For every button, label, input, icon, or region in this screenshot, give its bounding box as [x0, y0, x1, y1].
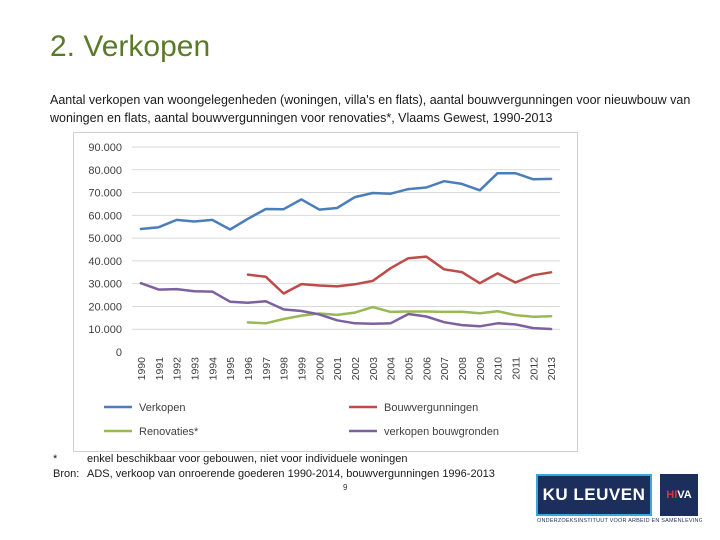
y-tick-label: 30.000	[88, 279, 122, 291]
y-tick-label: 80.000	[88, 165, 122, 177]
x-tick-label: 1997	[261, 357, 273, 381]
x-tick-label: 2004	[386, 357, 398, 381]
x-tick-label: 2008	[457, 357, 469, 381]
x-tick-label: 2011	[510, 357, 522, 380]
hiva-logo-suffix: VA	[677, 489, 692, 501]
y-tick-label: 60.000	[88, 210, 122, 222]
logo-subtext: ONDERZOEKSINSTITUUT VOOR ARBEID EN SAMEN…	[537, 518, 702, 524]
x-tick-label: 1998	[279, 357, 291, 381]
x-tick-label: 2003	[368, 357, 380, 381]
chart-notes: * enkel beschikbaar voor gebouwen, niet v…	[53, 452, 495, 482]
x-tick-label: 2012	[528, 357, 540, 381]
series-line-bouwvergunningen	[246, 255, 553, 295]
y-tick-label: 0	[116, 347, 122, 359]
x-tick-label: 2000	[314, 357, 326, 381]
hiva-logo-prefix: HI	[666, 489, 678, 501]
source-label: Bron:	[53, 468, 80, 480]
page-number: 9	[343, 483, 348, 492]
slide-title: 2. Verkopen	[50, 30, 211, 63]
y-tick-label: 70.000	[88, 188, 122, 200]
x-tick-label: 1994	[207, 357, 219, 381]
x-tick-label: 2001	[332, 357, 344, 381]
y-tick-label: 50.000	[88, 233, 122, 245]
footnote-marker: *	[53, 453, 58, 465]
series-line-verkopen-bouwgronden	[139, 281, 553, 331]
x-tick-label: 1993	[189, 357, 201, 381]
x-tick-label: 2010	[493, 357, 505, 381]
footnote-text: enkel beschikbaar voor gebouwen, niet vo…	[87, 453, 408, 465]
y-tick-label: 40.000	[88, 256, 122, 268]
x-tick-label: 2007	[439, 357, 451, 381]
ku-leuven-logo: KU LEUVEN	[536, 474, 652, 516]
legend-label: Verkopen	[139, 402, 185, 414]
y-tick-label: 20.000	[88, 301, 122, 313]
x-tick-label: 2005	[403, 357, 415, 381]
x-tick-label: 1996	[243, 357, 255, 381]
x-tick-label: 1990	[136, 357, 148, 381]
hiva-logo: HI VA	[660, 474, 698, 516]
legend-label: verkopen bouwgronden	[384, 426, 499, 438]
chart-subtitle: Aantal verkopen van woongelegenheden (wo…	[50, 93, 691, 125]
x-tick-label: 2009	[475, 357, 487, 381]
source-text: ADS, verkoop van onroerende goederen 199…	[87, 468, 495, 480]
x-tick-label: 1999	[296, 357, 308, 381]
x-tick-label: 2013	[546, 357, 558, 381]
chart-container: 0 10.000 20.000 30.000 40.000 50.000 60.000 70.…	[73, 132, 578, 452]
x-tick-label: 1991	[154, 357, 166, 381]
y-tick-label: 10.000	[88, 324, 122, 336]
x-tick-label: 2002	[350, 357, 362, 381]
source-line: Bron: ADS, verkoop van onroerende goedere…	[53, 467, 495, 482]
x-tick-label: 1992	[172, 357, 184, 381]
series-line-verkopen	[139, 171, 553, 231]
y-tick-label: 90.000	[88, 142, 122, 154]
series-line-renovaties	[246, 305, 553, 325]
line-chart: 0 10.000 20.000 30.000 40.000 50.000 60.000 70.…	[88, 142, 560, 438]
footnote: * enkel beschikbaar voor gebouwen, niet v…	[53, 452, 495, 467]
x-tick-label: 2006	[421, 357, 433, 381]
legend-label: Bouwvergunningen	[384, 402, 478, 414]
x-tick-label: 1995	[225, 357, 237, 381]
legend-label: Renovaties*	[139, 426, 199, 438]
